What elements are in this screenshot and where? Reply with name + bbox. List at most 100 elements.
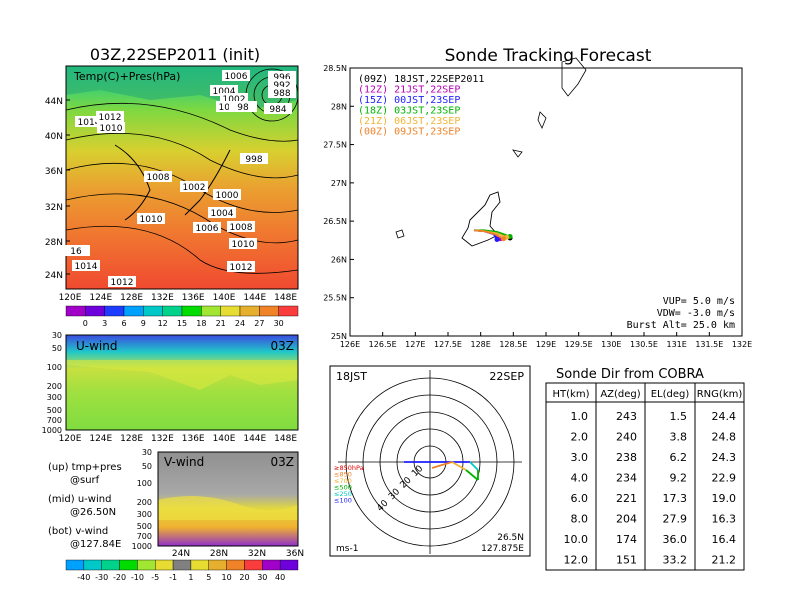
polar-time: 18JST (336, 370, 367, 383)
pressure-label-bg (213, 189, 241, 200)
track-title: Sonde Tracking Forecast (445, 46, 652, 66)
lat-tick-label: 24N (45, 271, 63, 281)
burst-text: Burst Alt= 25.0 km (627, 320, 735, 331)
wind-colorbar-tick: -5 (151, 573, 159, 582)
pressure-label: 984 (269, 105, 286, 115)
pressure-label-bg (268, 71, 296, 82)
table-cell: 24.4 (712, 410, 737, 423)
x-tick-label: 127.5E (434, 340, 462, 349)
v-pressure-tick: 100 (137, 479, 152, 488)
y-tick-label: 28.5N (323, 64, 347, 73)
wind-colorbar-tick: 20 (239, 573, 249, 582)
temp-colorbar-swatch (259, 305, 279, 317)
pressure-label-bg (240, 153, 268, 164)
table-cell: 19.0 (712, 492, 737, 505)
temp-colorbar-swatch (162, 305, 183, 317)
island-okinawa (461, 191, 501, 247)
pressure-label-bg (210, 85, 238, 96)
wind-colorbar-tick: 40 (275, 573, 285, 582)
u-lon-tick: 148E (274, 434, 297, 444)
wind-colorbar-tick: 30 (257, 573, 267, 582)
temp-colorbar-tick: 12 (158, 319, 168, 328)
pressure-label-bg (220, 93, 248, 104)
y-tick-label: 25N (331, 332, 347, 341)
x-tick-label: 130.5E (630, 340, 658, 349)
table-cell: 234 (616, 472, 637, 485)
pressure-label-bg (208, 207, 236, 218)
table-cell: 3.8 (670, 431, 688, 444)
pressure-label: 998 (245, 155, 262, 165)
pressure-label: 988 (273, 89, 290, 99)
u-wind-time: 03Z (271, 339, 295, 353)
pressure-label-bg (137, 213, 165, 224)
pressure-label: 1004 (211, 209, 234, 219)
table-header: HT(km) (553, 389, 590, 400)
lat-tick-label: 36N (45, 167, 63, 177)
u-pressure-tick: 200 (47, 382, 62, 391)
cobra-table: HT(km) AZ(deg) EL(deg) RNG(km) 1.0 243 1.5 24.4… (545, 382, 745, 571)
vdw-text: VDW= -3.0 m/s (657, 308, 735, 319)
temp-colorbar-tick: 27 (254, 319, 264, 328)
pressure-label-bg (97, 122, 125, 133)
table-title: Sonde Dir from COBRA (556, 367, 704, 382)
wind-colorbar-tick: -10 (131, 573, 144, 582)
vup-text: VUP= 5.0 m/s (663, 296, 735, 307)
v-lat-tick: 24N (172, 549, 190, 559)
pressure-label-bg (227, 221, 255, 232)
table-cell: 1.0 (571, 410, 589, 423)
left-title: 03Z,22SEP2011 (init) (90, 45, 260, 64)
pressure-label: 992 (273, 81, 290, 91)
temperature-colorbar: 0 3 6 9 12 15 18 21 24 27 30 (65, 305, 299, 328)
table-header: EL(deg) (651, 389, 690, 400)
table-cell: 240 (616, 431, 637, 444)
pressure-label: 1008 (147, 173, 170, 183)
wind-colorbar-swatch (83, 559, 102, 571)
map-label: Temp(C)+Pres(hPa) (73, 70, 180, 83)
table-cell: 6.2 (670, 451, 688, 464)
polar-lon: 127.875E (481, 544, 524, 554)
y-tick-label: 27N (331, 179, 347, 188)
panel-notes: (up) tmp+pres @surf (mid) u-wind @26.50N… (48, 462, 122, 550)
hodograph-segment (469, 461, 479, 471)
table-cell: 3.0 (571, 451, 589, 464)
v-pressure-tick: 1000 (132, 542, 152, 551)
u-pressure-tick: 30 (52, 331, 62, 340)
coastline (184, 149, 231, 216)
pressure-label-bg (180, 181, 208, 192)
y-tick-label: 26.5N (323, 217, 347, 226)
lon-axis: 120E 124E 128E 132E 136E 140E 144E 148E (59, 293, 298, 303)
y-tick-label: 27.5N (323, 141, 347, 150)
lat-axis: 44N 40N 36N 32N 28N 24N (45, 97, 70, 281)
u-pressure-tick: 1000 (42, 426, 62, 435)
temp-colorbar-swatch (181, 305, 202, 317)
pressure-label: 1014 (75, 262, 98, 272)
track-legend-entry: (15Z) 00JST,23SEP (358, 95, 460, 106)
pressure-label-bg (268, 87, 296, 98)
table-cell: 17.3 (663, 492, 688, 505)
temp-colorbar-swatch (278, 305, 299, 317)
note-bot: (bot) v-wind (48, 526, 108, 537)
v-pressure-tick: 200 (137, 498, 152, 507)
table-cell: 4.0 (571, 472, 589, 485)
wind-colorbar-swatch (262, 559, 281, 571)
level-legend-entry: ≤250 (334, 490, 352, 498)
u-lon-tick: 136E (182, 434, 205, 444)
table-cell: 36.0 (663, 533, 688, 546)
track-legend-entry: (21Z) 06JST,23SEP (358, 116, 460, 127)
table-cell: 243 (616, 410, 637, 423)
temp-colorbar-tick: 21 (216, 319, 226, 328)
temp-colorbar-tick: 18 (196, 319, 206, 328)
table-cell: 22.9 (712, 472, 737, 485)
island-amami (561, 57, 587, 97)
table-cell: 2.0 (571, 431, 589, 444)
table-header: AZ(deg) (600, 389, 640, 400)
x-tick-label: 127E (405, 340, 425, 349)
map-frame (65, 65, 299, 290)
pressure-label-bg (144, 171, 172, 182)
pressure-label: 1010 (100, 124, 123, 134)
wind-colorbar-swatch (155, 559, 174, 571)
track-legend-entry: (18Z) 03JST,23SEP (358, 106, 460, 117)
pressure-label-bg (229, 238, 257, 249)
pressure-label: 1002 (183, 183, 206, 193)
